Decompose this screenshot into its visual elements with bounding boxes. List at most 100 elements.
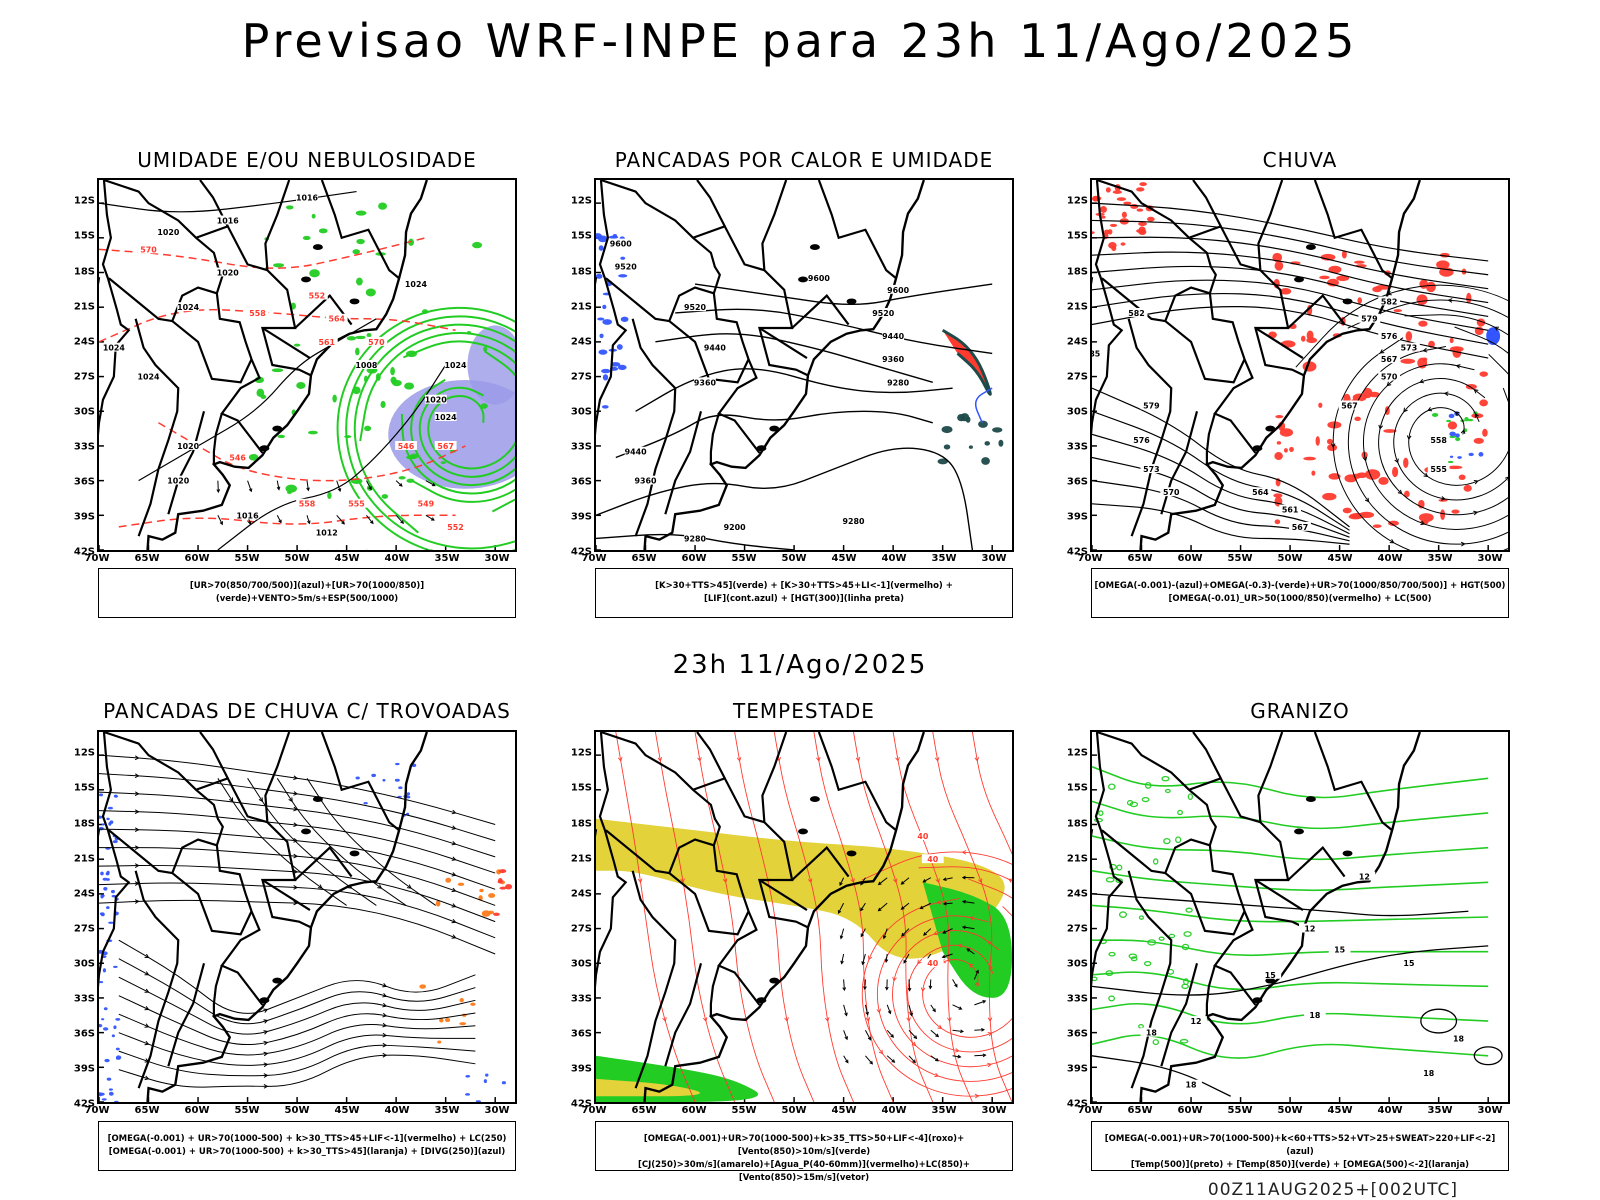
streamline-arrow	[144, 971, 150, 976]
rain-green-cell	[1449, 435, 1456, 439]
border-line	[134, 870, 180, 1089]
streamline-arrow	[957, 943, 963, 948]
wind-arrow-head	[368, 486, 372, 491]
lat-tick-label: 18S	[73, 266, 95, 277]
contour-label: 18	[1453, 1034, 1465, 1043]
lat-axis: 12S 15S 18S 21S 24S 27S 30S 33S 36S 39S 42S	[1060, 730, 1088, 1110]
streamline-arrow	[657, 756, 663, 762]
lon-tick-label: 45W	[334, 1105, 360, 1116]
wind-vector	[365, 480, 372, 490]
streamline-arrow	[1379, 349, 1385, 354]
rain-red-cell	[1109, 223, 1118, 227]
hgt-contour	[655, 333, 933, 383]
lon-tick-label: 60W	[1177, 1105, 1203, 1116]
humidity-green-cell	[391, 379, 402, 387]
streamline-arrow	[1419, 378, 1425, 384]
legend-trovoadas: [OMEGA(-0.001) + UR>70(1000-500) + k>30_…	[98, 1121, 516, 1171]
streamline-arrow	[144, 1040, 150, 1046]
hgt-contour	[635, 368, 953, 412]
border-line	[1192, 732, 1222, 779]
temp850-cell	[1161, 775, 1170, 782]
rain-blue-cell	[1449, 455, 1454, 458]
instability-orange-cell	[419, 984, 427, 989]
streamline-arrow	[865, 1017, 871, 1022]
streamline-arrow	[1460, 541, 1466, 547]
wind-vector	[843, 1004, 848, 1016]
humidity-green-cell	[440, 461, 446, 465]
temp850-cell	[1185, 907, 1193, 913]
divg-blue-cell	[355, 776, 360, 780]
wind-arrow-head	[861, 961, 865, 966]
wind-vector	[942, 953, 953, 958]
hgt500-contour	[1092, 410, 1350, 531]
streamline-arrow	[892, 976, 897, 982]
temp850-cell	[1105, 970, 1114, 977]
wind-arrow-head	[903, 959, 907, 964]
divg-blue-cell	[382, 778, 386, 782]
instability-teal-area	[968, 445, 973, 449]
rain-red-cell	[1318, 402, 1323, 408]
temp850-cell	[1138, 1023, 1144, 1029]
wind-arrow-head	[907, 987, 912, 992]
contour-label: 582	[1128, 309, 1145, 318]
instability-orange-cell	[459, 1022, 467, 1026]
lon-tick-label: 40W	[1377, 553, 1403, 564]
contour-label: 549	[418, 500, 435, 509]
wind-arrow-head	[884, 986, 889, 991]
wind-arrow-head	[369, 520, 374, 525]
lat-tick-label: 33S	[570, 441, 592, 453]
humidity-green-cell	[248, 453, 259, 461]
divg-blue-cell	[112, 840, 118, 844]
rain-red-cell	[1425, 281, 1436, 293]
lon-axis: 70W 65W 60W 55W 50W 45W 40W 35W 30W	[582, 553, 1014, 567]
lat-tick-label: 39S	[570, 511, 592, 523]
lake	[1305, 796, 1316, 803]
border-line	[1164, 872, 1246, 936]
lon-tick-label: 30W	[1477, 553, 1503, 564]
streamline-arrow	[876, 1008, 881, 1014]
lat-axis: 12S 15S 18S 21S 24S 27S 30S 33S 36S 39S 42S	[67, 178, 95, 558]
rain-red-cell	[1328, 265, 1342, 274]
legend-line: [OMEGA(-0.001)-(azul)+OMEGA(-0.3)-(verde…	[1094, 581, 1506, 591]
rain-red-cell	[1327, 278, 1339, 287]
contour-label: 579	[1361, 315, 1378, 324]
border-line	[758, 327, 808, 359]
lake	[769, 425, 780, 432]
streamline-arrow	[134, 863, 140, 868]
wind-arrow-head	[941, 954, 946, 959]
lat-tick-label: 27S	[570, 923, 592, 935]
border-line	[134, 318, 180, 537]
wind-vector	[974, 1054, 986, 1057]
wind-arrow-head	[844, 1012, 848, 1017]
humidity-green-cell	[296, 382, 306, 389]
streamline-arrow	[1378, 424, 1383, 430]
contour-label: 1008	[355, 361, 378, 370]
streamline-arrow	[1422, 347, 1428, 353]
wind-arrow-head	[900, 906, 905, 910]
border-line	[103, 180, 264, 454]
divg-blue-cell	[99, 1023, 103, 1028]
instability-teal-area	[981, 457, 990, 465]
lat-tick-label: 24S	[73, 336, 95, 348]
streamline-arrow	[722, 878, 728, 884]
border-line	[758, 879, 808, 911]
rain-red-cell	[1479, 371, 1488, 377]
humidity-green-cell	[472, 241, 483, 249]
streamline-arrow	[263, 1008, 269, 1013]
streamline-arrow	[134, 791, 140, 797]
lon-tick-label: 50W	[781, 553, 807, 564]
wind-arrow-head	[219, 521, 224, 526]
humidity-green-cell	[293, 343, 301, 347]
contour-label: 1016	[237, 511, 260, 520]
hgt500-contour	[1092, 456, 1350, 538]
humidity-green-contour	[336, 306, 515, 550]
rain-red-cell	[1479, 399, 1488, 407]
contour-label: 561	[1282, 506, 1299, 515]
lat-tick-label: 24S	[1066, 336, 1088, 348]
streamline-arrow	[816, 756, 821, 762]
rain-blue-cell	[1478, 452, 1484, 457]
lon-tick-label: 70W	[581, 553, 607, 564]
rain-red-cell	[1364, 469, 1381, 480]
temp850-cell	[1129, 801, 1139, 808]
wind-arrow-head	[960, 1029, 965, 1034]
